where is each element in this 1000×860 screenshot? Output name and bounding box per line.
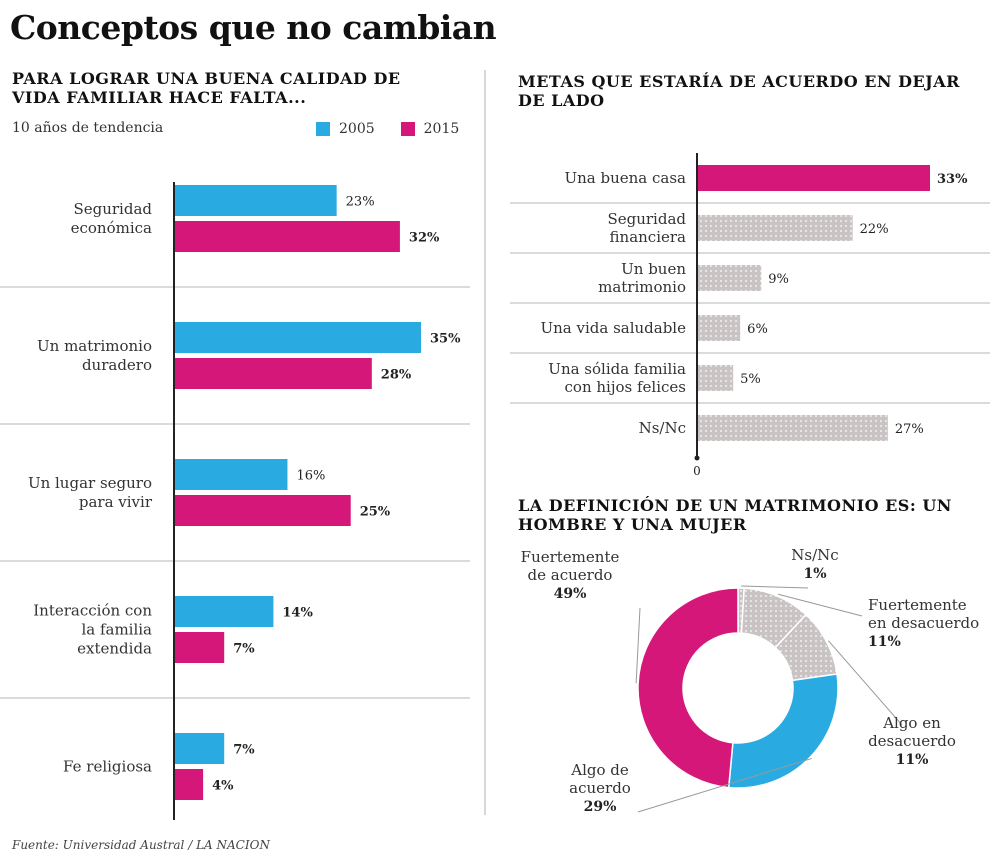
chart2-bar (698, 265, 762, 291)
chart3-slice-label-line: Fuertemente (868, 596, 967, 614)
chart2-category-label-line-0: Un buen (621, 260, 686, 278)
page-title: Conceptos que no cambian (10, 8, 497, 47)
chart1-value-label-2015: 32% (409, 231, 440, 246)
chart1-category-label-line-0: Seguridad (73, 200, 152, 218)
legend-label-2005: 2005 (339, 121, 375, 137)
chart1-value-label-2005: 7% (233, 743, 255, 758)
chart3-slice-label-line: acuerdo (569, 779, 631, 797)
chart3-slice-label-line: Ns/Nc (791, 546, 838, 564)
chart1-category-label-line-1: para vivir (79, 493, 153, 511)
chart1-bar-2015 (175, 221, 400, 252)
chart3-slice-value: 29% (584, 799, 617, 815)
chart1-category-label-line-2: extendida (77, 640, 152, 658)
chart1-category-label-line-1: económica (71, 219, 152, 237)
chart2-category-label-line-0: Ns/Nc (639, 419, 686, 437)
chart1-legend: 2005 2015 (290, 121, 459, 137)
chart2-value-label: 9% (768, 272, 789, 287)
chart3-slice-label-line: Fuertemente (521, 548, 620, 566)
chart3-leader-line (637, 757, 812, 813)
chart2-bar (698, 165, 930, 191)
chart3-title: LA DEFINICIÓN DE UN MATRIMONIO ES: UN HO… (518, 496, 952, 534)
chart1-value-label-2015: 28% (381, 368, 412, 383)
chart1-category-label-line-0: Un matrimonio (37, 337, 152, 355)
chart1-bar-2005 (175, 596, 274, 627)
chart2-category-label-line-0: Una vida saludable (540, 319, 686, 337)
chart1-category-label-line-0: Un lugar seguro (28, 474, 152, 492)
chart1-value-label-2005: 23% (346, 195, 375, 210)
legend-item-2005: 2005 (316, 121, 375, 137)
chart3-leader-line (827, 640, 903, 726)
chart3-slice-label-line: en desacuerdo (868, 614, 979, 632)
legend-swatch-2005 (316, 122, 330, 136)
chart2-category-label-line-0: Una sólida familia (548, 360, 686, 378)
chart3-leader-line (778, 593, 863, 617)
chart3-slice-label-line: Algo de (570, 761, 629, 779)
legend-swatch-2015 (400, 122, 415, 136)
chart3-slice-label-line: desacuerdo (868, 732, 956, 750)
chart1-value-label-2005: 14% (282, 606, 313, 621)
chart2-value-label: 6% (747, 322, 768, 337)
chart2-bar (698, 365, 734, 391)
chart3-leader-line (635, 607, 641, 684)
chart1-bar-2015 (175, 358, 372, 389)
chart2-value-label: 22% (860, 222, 889, 237)
chart2-category-label-line-0: Seguridad (607, 210, 686, 228)
chart2-value-label: 5% (740, 372, 761, 387)
chart1-subtitle: 10 años de tendencia (12, 120, 164, 136)
legend-item-2015: 2015 (400, 121, 460, 137)
chart1-bar-2005 (175, 322, 421, 353)
chart1-svg: 0Seguridadeconómica23%32%Un matrimoniodu… (0, 182, 470, 820)
chart3-slice-value: 11% (868, 634, 901, 650)
chart2-category-label-line-1: matrimonio (598, 278, 686, 296)
chart1-category-label-line-0: Fe religiosa (63, 758, 152, 776)
chart3-slice-value: 1% (803, 566, 826, 582)
chart1-bar-2005 (175, 185, 337, 216)
chart2-category-label-line-1: con hijos felices (565, 378, 686, 396)
chart2-value-label: 27% (895, 422, 924, 437)
chart1-bar-2005 (175, 459, 288, 490)
chart1-value-label-2005: 35% (430, 332, 461, 347)
chart3-slice (727, 673, 839, 789)
column-divider (484, 70, 486, 815)
chart1-bar-2015 (175, 632, 225, 663)
chart1-title: PARA LOGRAR UNA BUENA CALIDAD DE VIDA FA… (12, 69, 401, 107)
chart1-value-label-2015: 7% (233, 642, 255, 657)
chart3-leader-line (741, 585, 809, 589)
chart2-title: METAS QUE ESTARÍA DE ACUERDO EN DEJAR DE… (518, 72, 960, 110)
chart3-slice-value: 49% (554, 586, 587, 602)
chart2-bar (698, 215, 853, 241)
chart1-category-label-line-0: Interacción con (33, 602, 152, 620)
source-note: Fuente: Universidad Austral / LA NACION (12, 838, 270, 852)
chart2-bar (698, 315, 741, 341)
chart1-category-label-line-1: la familia (81, 621, 152, 639)
chart1-value-label-2005: 16% (296, 469, 325, 484)
chart1-bar-2015 (175, 769, 204, 800)
chart3-slice-label-line: de acuerdo (528, 566, 613, 584)
chart1-bar-2015 (175, 495, 351, 526)
chart2-category-label-line-1: financiera (610, 228, 687, 246)
chart2-value-label: 33% (937, 172, 968, 187)
chart2-axis-zero-label: 0 (693, 464, 701, 478)
chart1-value-label-2015: 25% (360, 505, 391, 520)
chart3-slice-label-line: Algo en (882, 714, 941, 732)
chart1-value-label-2015: 4% (212, 779, 234, 794)
chart1-bar-2005 (175, 733, 225, 764)
chart2-axis-end (694, 455, 700, 461)
chart3-slice-value: 11% (896, 752, 929, 768)
chart2-category-label-line-0: Una buena casa (564, 169, 686, 187)
legend-label-2015: 2015 (423, 121, 460, 137)
chart3-slice (637, 587, 739, 789)
chart2-bar (698, 415, 888, 441)
chart1-category-label-line-1: duradero (82, 356, 152, 374)
